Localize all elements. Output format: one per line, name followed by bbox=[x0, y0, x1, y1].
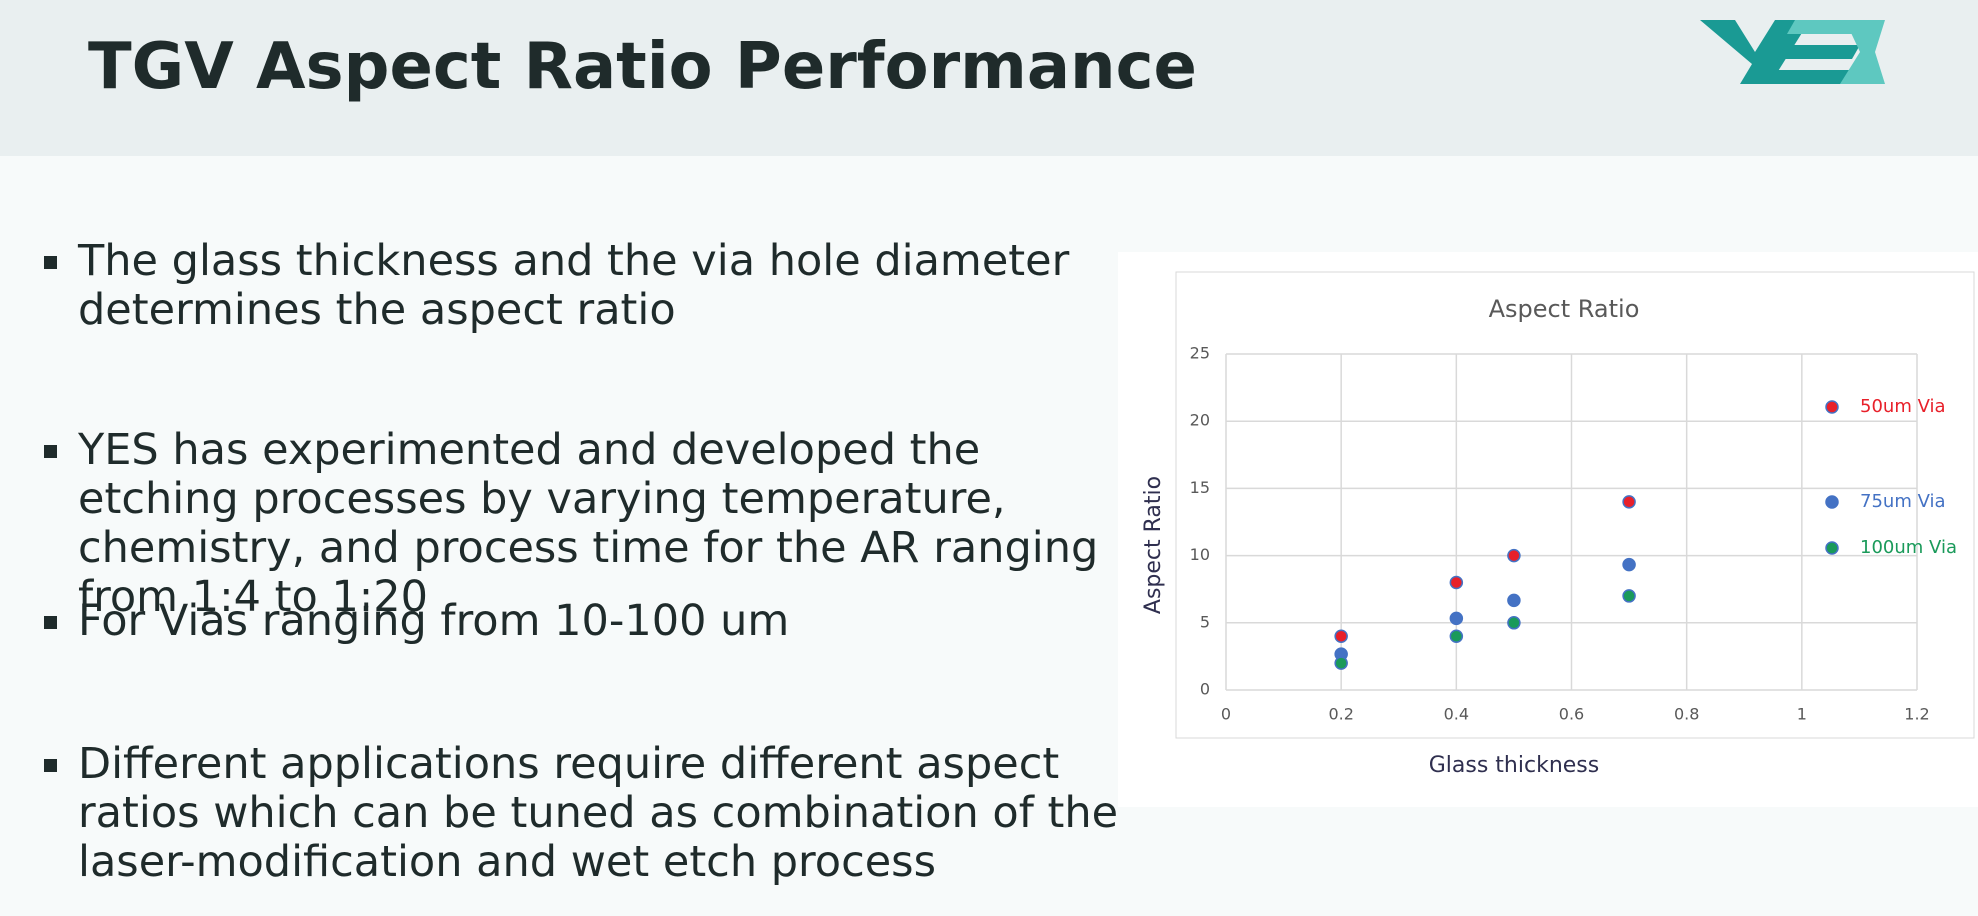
point bbox=[1622, 557, 1636, 572]
x-tick-label: 0.8 bbox=[1674, 705, 1699, 724]
x-tick-label: 0.2 bbox=[1328, 705, 1353, 724]
point bbox=[1449, 629, 1464, 643]
header-band bbox=[0, 0, 1978, 156]
x-axis-label: Glass thickness bbox=[1429, 753, 1599, 778]
point bbox=[1449, 611, 1464, 626]
point bbox=[1507, 548, 1521, 563]
chart-border bbox=[1175, 271, 1975, 739]
y-tick-label: 10 bbox=[1190, 545, 1210, 564]
chart-title: Aspect Ratio bbox=[1489, 295, 1640, 323]
point bbox=[1507, 593, 1521, 608]
y-tick-label: 20 bbox=[1190, 411, 1210, 430]
y-tick-label: 5 bbox=[1200, 612, 1210, 631]
legend-label: 75um Via bbox=[1860, 491, 1946, 512]
x-tick-label: 0.4 bbox=[1444, 705, 1469, 724]
legend-marker bbox=[1825, 495, 1839, 509]
point bbox=[1449, 575, 1464, 590]
point bbox=[1622, 495, 1636, 509]
chart-panel bbox=[1118, 252, 1978, 807]
legend-marker bbox=[1825, 400, 1839, 414]
x-tick-label: 0 bbox=[1221, 705, 1231, 724]
point bbox=[1622, 589, 1636, 603]
point bbox=[1507, 616, 1521, 630]
point bbox=[1334, 629, 1348, 643]
logo bbox=[1700, 20, 1885, 84]
y-axis-label: Aspect Ratio bbox=[1141, 476, 1166, 614]
x-tick-label: 1 bbox=[1797, 705, 1807, 724]
bullet: Different applications require different… bbox=[44, 740, 1119, 887]
point bbox=[1334, 656, 1348, 670]
slide-title: TGV Aspect Ratio Performance bbox=[88, 30, 1197, 104]
legend-marker bbox=[1825, 541, 1839, 555]
x-tick-label: 1.2 bbox=[1904, 705, 1929, 724]
bullet: For Vias ranging from 10-100 um bbox=[44, 597, 1119, 646]
y-tick-label: 15 bbox=[1190, 478, 1210, 497]
bullet: YES has experimented and developed the e… bbox=[44, 426, 1119, 622]
y-tick-label: 25 bbox=[1190, 344, 1210, 363]
bullet: The glass thickness and the via hole dia… bbox=[44, 237, 1119, 335]
y-tick-label: 0 bbox=[1200, 680, 1210, 699]
legend-label: 100um Via bbox=[1860, 537, 1957, 558]
x-tick-label: 0.6 bbox=[1559, 705, 1584, 724]
legend-label: 50um Via bbox=[1860, 396, 1946, 417]
